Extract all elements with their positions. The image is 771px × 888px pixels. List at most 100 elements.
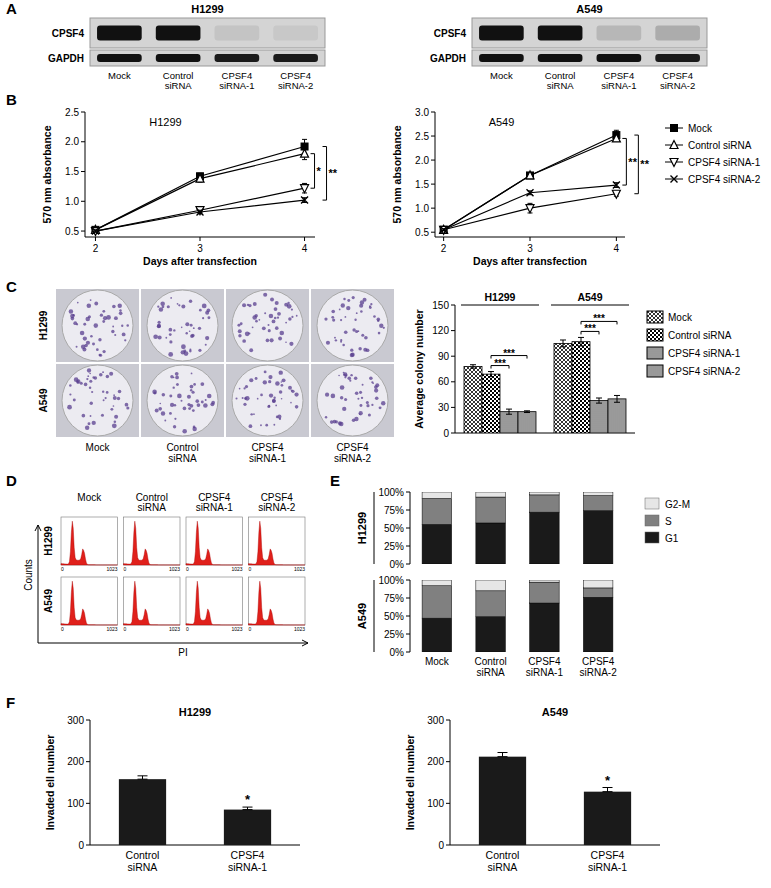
label-line: siRNA [168, 453, 197, 464]
colony-dot [240, 322, 243, 325]
band [538, 54, 583, 62]
category-label: CPSF4siRNA-1 [249, 442, 287, 464]
histogram-frame [124, 517, 181, 565]
colony-dot [350, 353, 354, 357]
bar-segment [530, 603, 560, 652]
colony-dot [125, 403, 129, 407]
photo [311, 364, 394, 437]
label-line: Mock [86, 442, 111, 453]
colony-dot [102, 350, 105, 353]
colony-dot [332, 318, 335, 321]
colony-dot [157, 324, 161, 328]
colony-dot [268, 380, 271, 383]
bar-segment [476, 497, 506, 523]
label-line: Control [166, 442, 198, 453]
error-bar [138, 776, 148, 779]
category-label: ControlsiRNA [475, 656, 507, 678]
histogram-frame [186, 577, 243, 625]
colony-dot [268, 329, 271, 332]
label-line: siRNA-1 [196, 502, 234, 513]
colony-dot [277, 312, 281, 316]
y-tick [86, 845, 90, 846]
colony-dot [69, 384, 72, 387]
x-tick-label: 2 [441, 243, 447, 254]
colony-dot [361, 334, 364, 337]
category-label: CPSF4siRNA-1 [219, 70, 254, 91]
marker [301, 185, 309, 193]
colony-dot [184, 351, 189, 356]
colony-dot [242, 339, 246, 343]
category-label: ControlsiRNA [545, 70, 576, 91]
colony-dot [126, 406, 129, 409]
colony-dot [73, 321, 77, 325]
significance: ** [640, 158, 649, 170]
colony-dot [290, 402, 292, 404]
colony-dot [272, 320, 276, 324]
colony-dot [369, 305, 371, 307]
colony-dot [331, 394, 336, 399]
colony-dot [267, 324, 269, 326]
colony-dot [99, 354, 102, 357]
label-line: siRNA-1 [219, 80, 254, 91]
colony-dot [158, 321, 161, 324]
label-line: CPSF4 [336, 442, 369, 453]
band [273, 26, 318, 41]
significance-bracket [634, 135, 638, 194]
colony-dot [275, 381, 280, 386]
colony-dot [159, 307, 163, 311]
bar-segment [476, 492, 506, 497]
colony-dot [170, 375, 173, 378]
colony-dot [369, 376, 373, 380]
band [156, 26, 201, 41]
plate [317, 290, 388, 361]
colony-dot [181, 305, 185, 309]
significance: * [245, 792, 251, 807]
colony-dot [360, 300, 364, 304]
y-tick-label: 200 [427, 756, 444, 767]
bar-segment [476, 591, 506, 617]
colony-dot [366, 348, 370, 352]
plate [232, 365, 303, 436]
colony-dot [263, 293, 267, 297]
title: A549 [542, 706, 568, 718]
y-tick-label: 2.5 [65, 107, 79, 118]
bar-segment [476, 617, 506, 652]
colony-dot [91, 391, 93, 393]
x-axis-label: PI [178, 647, 187, 658]
x-axis-label: Days after transfection [473, 255, 587, 267]
x-tick-label: 0 [61, 566, 64, 572]
significance: *** [503, 348, 515, 359]
colony-dot [161, 411, 165, 415]
colony-dot [106, 315, 111, 320]
colony-dot [76, 346, 78, 348]
colony-dot [200, 382, 204, 386]
histogram-frame [249, 517, 306, 565]
label-line: Mock [425, 656, 450, 667]
colony-dot [187, 395, 191, 399]
category-label: CPSF4siRNA-1 [228, 849, 267, 873]
row-title: A549 [356, 603, 368, 629]
colony-dot [377, 319, 380, 322]
y-tick-label: 2.0 [415, 155, 429, 166]
colony-dot [330, 420, 334, 424]
colony-dot [160, 301, 165, 306]
colony-dot [272, 399, 276, 403]
legend-swatch [647, 365, 663, 377]
legend-swatch [647, 329, 663, 341]
title: A549 [489, 116, 515, 128]
category-label: CPSF4siRNA-1 [526, 656, 564, 678]
colony-dot [379, 406, 382, 409]
colony-dot [356, 312, 358, 314]
colony-dot [169, 412, 172, 415]
histogram [124, 521, 181, 565]
plate [147, 365, 218, 436]
series-line [444, 194, 617, 230]
colony-dot [366, 404, 369, 407]
photo [56, 364, 139, 437]
colony-dot [235, 397, 237, 399]
colony-dot [288, 317, 291, 320]
colony-dot [350, 348, 353, 351]
y-tick-label: 1.5 [65, 166, 79, 177]
colony-dot [157, 306, 159, 308]
legend-swatch [647, 311, 663, 323]
